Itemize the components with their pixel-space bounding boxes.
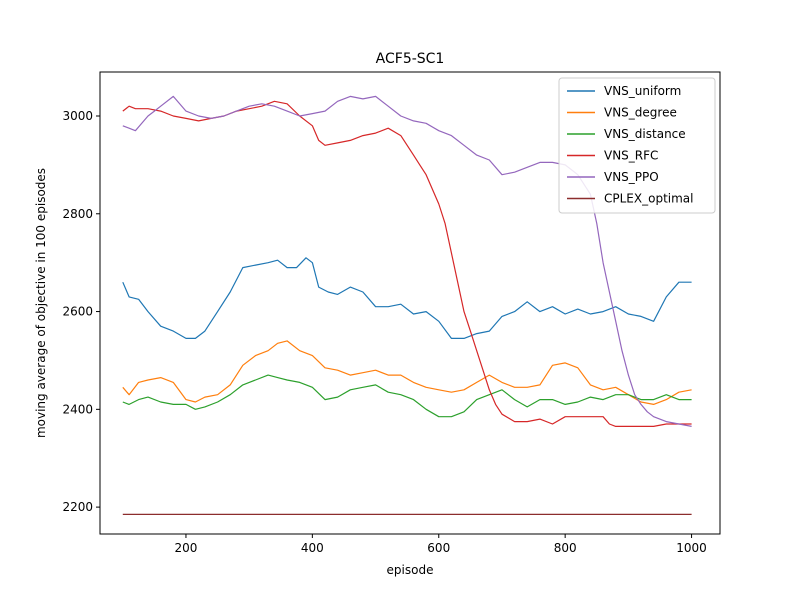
- legend-label: VNS_RFC: [604, 149, 658, 163]
- y-axis: 2200 2400 2600 2800 3000: [62, 109, 100, 514]
- y-tick-label: 2200: [62, 500, 93, 514]
- x-axis-label: episode: [387, 563, 434, 577]
- x-axis: 200 400 600 800 1000: [174, 534, 707, 555]
- legend-label: VNS_degree: [604, 106, 677, 120]
- y-tick-label: 3000: [62, 109, 93, 123]
- x-tick-label: 200: [174, 541, 197, 555]
- series-line-vns-distance: [122, 374, 692, 418]
- legend: VNS_uniform VNS_degree VNS_distance VNS_RFC…: [558, 77, 716, 214]
- chart-title: ACF5-SC1: [376, 51, 445, 67]
- plot-area: [122, 95, 692, 516]
- legend-box: [558, 77, 716, 214]
- x-tick-label: 1000: [676, 541, 707, 555]
- plot-frame: [99, 71, 721, 535]
- x-tick-label: 600: [427, 541, 450, 555]
- x-tick-label: 800: [554, 541, 577, 555]
- y-tick-label: 2800: [62, 207, 93, 221]
- y-tick-label: 2400: [62, 402, 93, 416]
- y-axis-label: moving average of objective in 100 episo…: [34, 168, 48, 438]
- y-tick-label: 2600: [62, 305, 93, 319]
- series-line-vns-degree: [122, 340, 692, 405]
- legend-label: VNS_distance: [604, 127, 686, 141]
- series-line-vns-ppo: [122, 95, 692, 427]
- legend-label: CPLEX_optimal: [604, 192, 693, 206]
- legend-label: VNS_uniform: [604, 84, 681, 98]
- series-line-vns-uniform: [122, 257, 692, 339]
- legend-label: VNS_PPO: [604, 170, 659, 184]
- x-tick-label: 400: [301, 541, 324, 555]
